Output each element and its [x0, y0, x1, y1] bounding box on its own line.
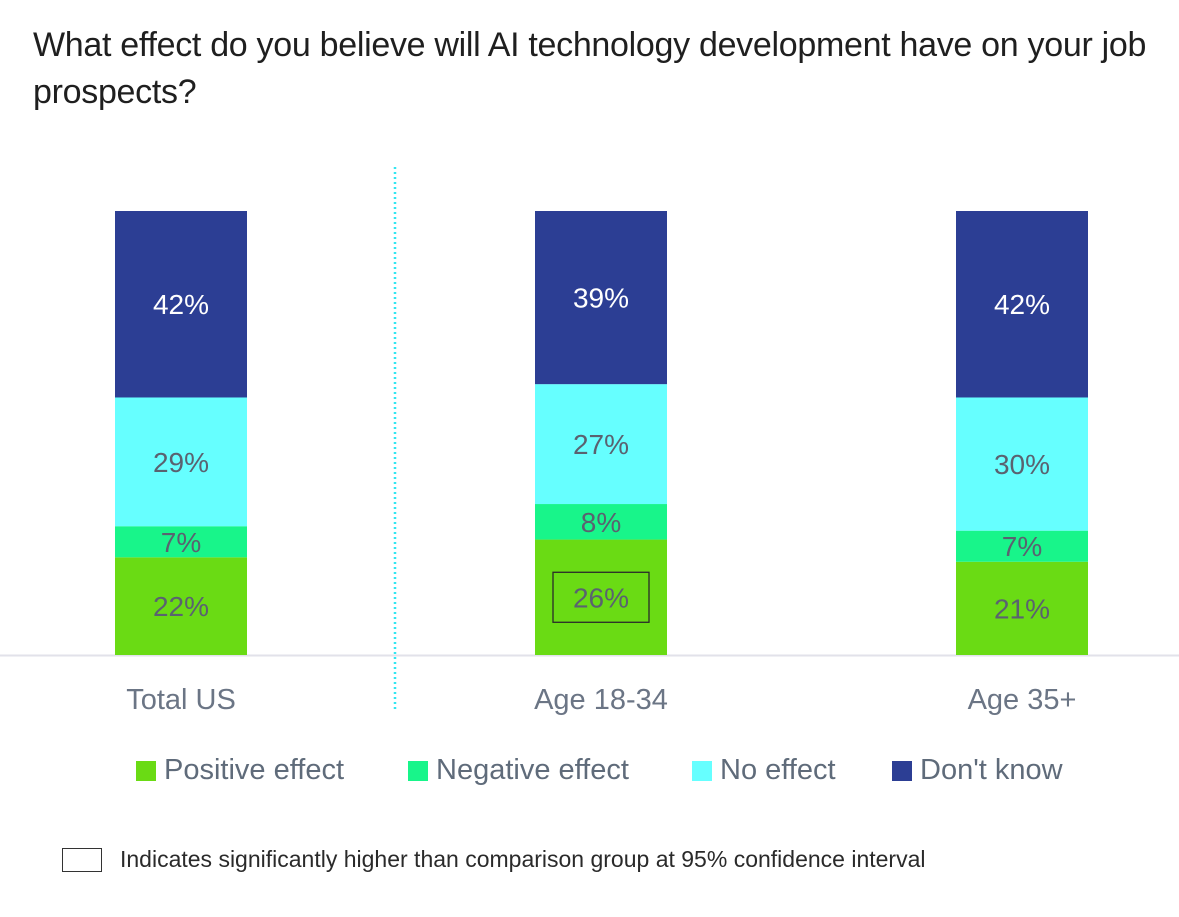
- significance-box-icon: [62, 847, 102, 872]
- legend-swatch-icon: [892, 760, 912, 781]
- legend-label: Positive effect: [164, 754, 345, 786]
- legend-label: Negative effect: [436, 754, 629, 786]
- legend-swatch-icon: [408, 760, 428, 781]
- stacked-bar-chart: 22% 7% 29% 42% Total US 26% 8% 27% 39% Age 18-34 2…: [0, 167, 1179, 716]
- legend-item: Don't know: [892, 754, 1063, 787]
- footnote-text: Indicates significantly higher than comp…: [120, 846, 926, 872]
- legend-swatch-icon: [692, 760, 712, 781]
- data-label: 26%: [573, 582, 629, 613]
- legend-swatch-icon: [136, 760, 156, 781]
- bar-segment-no-effect-0: [115, 397, 247, 527]
- data-label: 22%: [153, 591, 209, 622]
- bar-segment-positive-effect-2: [956, 561, 1088, 655]
- bar-segment-no-effect-2: [956, 397, 1088, 531]
- data-label: 29%: [153, 447, 209, 478]
- data-label: 7%: [1002, 531, 1042, 562]
- bar-segment-positive-effect-0: [115, 557, 247, 655]
- data-label: 8%: [581, 507, 621, 538]
- legend: Positive effect Negative effect No effect D…: [0, 754, 1179, 794]
- legend-item: No effect: [692, 754, 836, 787]
- data-label: 42%: [153, 289, 209, 320]
- bar-segment-don-t-know-2: [956, 211, 1088, 398]
- x-tick-label: Age 18-34: [534, 684, 668, 716]
- chart-title: What effect do you believe will AI techn…: [33, 26, 1147, 111]
- legend-label: No effect: [720, 754, 836, 786]
- bar-segment-negative-effect-0: [115, 526, 247, 558]
- bar-segment-positive-effect-1: [535, 539, 667, 655]
- data-label: 27%: [573, 429, 629, 460]
- x-tick-label: Age 35+: [968, 684, 1077, 716]
- data-label: 39%: [573, 283, 629, 314]
- legend-label: Don't know: [920, 754, 1063, 786]
- data-label: 30%: [994, 449, 1050, 480]
- x-tick-label: Total US: [126, 684, 236, 716]
- bar-segment-negative-effect-1: [535, 504, 667, 540]
- legend-item: Positive effect: [136, 754, 344, 787]
- bar-segment-don-t-know-1: [535, 211, 667, 385]
- bar-segment-don-t-know-0: [115, 211, 247, 398]
- data-label: 7%: [161, 527, 201, 558]
- data-label: 21%: [994, 593, 1050, 624]
- data-label: 42%: [994, 289, 1050, 320]
- footnote: Indicates significantly higher than comp…: [62, 846, 925, 873]
- bar-segment-negative-effect-2: [956, 530, 1088, 562]
- legend-item: Negative effect: [408, 754, 629, 787]
- bar-segment-no-effect-1: [535, 384, 667, 505]
- significance-highlight-box: [552, 571, 650, 623]
